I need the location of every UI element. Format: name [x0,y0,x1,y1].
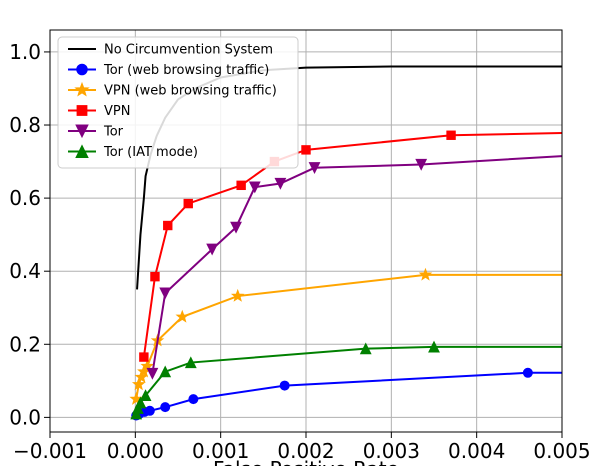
data-point-circle [76,63,88,76]
legend-item: VPN (web browsing traffic) [68,81,277,99]
data-point-triangle-down [230,221,242,234]
data-point-triangle-down [146,367,159,380]
data-point-circle [144,405,155,416]
legend-label: Tor (IAT mode) [103,145,198,160]
series-2 [131,367,562,421]
data-point-triangle-down [248,181,261,194]
legend-box [57,36,299,169]
series-4 [139,130,562,362]
data-point-square [301,145,311,155]
x-tick-label: 0.001 [192,439,249,463]
legend-label: VPN (web browsing traffic) [104,84,277,99]
legend-label: Tor (web browsing traffic) [103,63,269,78]
series-line [135,345,562,415]
series-line [135,371,562,417]
data-point-triangle-down [308,162,321,174]
data-point-triangle-up [359,342,372,355]
x-tick-label: 0.000 [107,439,164,463]
data-point-star [230,288,245,302]
legend-label: Tor [103,125,124,140]
data-point-triangle-up [134,396,147,409]
series-6 [130,340,562,420]
data-point-circle [188,394,199,405]
data-point-square [183,198,193,209]
data-point-triangle-up [139,389,152,402]
x-axis-label: False Positive Rate [213,457,399,466]
data-point-circle [522,367,533,378]
data-point-square [150,271,160,282]
series-line [135,273,562,400]
data-point-star [175,309,190,323]
x-tick-label: 0.002 [277,439,334,463]
legend-label: VPN [104,104,130,119]
series-5 [146,155,562,380]
y-tick-label: 0.0 [9,405,41,429]
legend-item: Tor (IAT mode) [68,144,198,160]
y-tick-label: 1.0 [9,40,41,64]
y-tick-label: 0.8 [9,113,41,137]
y-tick-label: 0.2 [9,332,41,356]
data-point-square [236,180,246,191]
x-tick-label: −0.001 [13,439,87,463]
data-point-triangle-down [415,158,428,171]
data-point-triangle-down [274,177,287,190]
legend-label: No Circumvention System [104,43,273,58]
legend-item: No Circumvention System [68,43,273,58]
data-point-triangle-down [206,243,219,256]
x-tick-label: 0.004 [448,439,505,463]
data-point-circle [279,380,290,391]
x-tick-label: 0.003 [363,439,420,463]
data-point-square [76,105,88,116]
y-tick-label: 0.4 [9,259,41,283]
data-point-square [163,220,173,231]
series-3 [129,267,562,405]
legend-item: Tor (web browsing traffic) [68,63,269,78]
data-point-star [131,377,146,391]
data-point-square [139,352,149,362]
data-point-star [74,81,90,97]
data-point-triangle-down [159,287,172,300]
data-point-triangle-up [428,340,440,353]
x-tick-label: 0.005 [533,439,590,463]
data-point-triangle-up [184,356,197,369]
data-point-triangle-up [75,144,89,158]
axis-ticks: −0.001 0.000 0.001 0.002 0.003 0.004 0.005 0.0 0… [9,40,590,463]
legend: No Circumvention System Tor (web browsing… [57,36,299,169]
y-tick-label: 0.6 [9,186,41,210]
data-point-circle [160,402,171,413]
data-point-square [446,130,456,140]
data-point-star [418,267,433,281]
data-point-triangle-down [75,124,89,139]
legend-item: VPN [68,104,130,119]
series-line [151,155,562,374]
legend-item: Tor [68,125,124,140]
data-point-triangle-up [159,365,172,378]
